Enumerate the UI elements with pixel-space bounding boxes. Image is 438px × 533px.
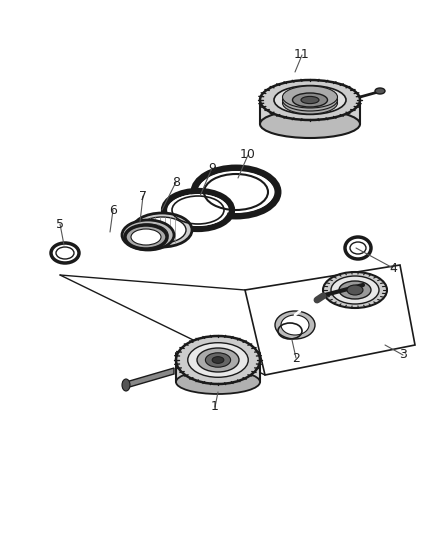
Ellipse shape [122, 220, 174, 250]
Ellipse shape [260, 80, 360, 120]
Ellipse shape [212, 357, 224, 364]
Text: 1: 1 [211, 400, 219, 414]
Ellipse shape [131, 229, 161, 245]
Ellipse shape [293, 93, 328, 107]
Ellipse shape [301, 96, 319, 103]
Ellipse shape [125, 225, 167, 249]
Polygon shape [126, 368, 174, 388]
Ellipse shape [375, 88, 385, 94]
Text: 6: 6 [109, 204, 117, 216]
Ellipse shape [168, 194, 228, 226]
Ellipse shape [347, 285, 363, 295]
Ellipse shape [132, 213, 192, 247]
Text: 11: 11 [294, 49, 310, 61]
Ellipse shape [323, 272, 387, 308]
Polygon shape [260, 100, 360, 124]
Ellipse shape [283, 92, 338, 114]
Ellipse shape [176, 336, 260, 384]
Ellipse shape [281, 315, 309, 335]
Text: 7: 7 [139, 190, 147, 203]
Ellipse shape [176, 370, 260, 394]
Ellipse shape [275, 311, 315, 339]
Ellipse shape [331, 276, 379, 304]
Polygon shape [245, 265, 415, 375]
Ellipse shape [205, 353, 230, 367]
Ellipse shape [188, 343, 248, 377]
Text: 10: 10 [240, 149, 256, 161]
Ellipse shape [283, 86, 338, 108]
Ellipse shape [339, 281, 371, 299]
Ellipse shape [122, 379, 130, 391]
Ellipse shape [274, 86, 346, 115]
Ellipse shape [349, 241, 367, 255]
Ellipse shape [283, 89, 338, 111]
Ellipse shape [128, 224, 168, 246]
Text: 9: 9 [208, 161, 216, 174]
Text: 4: 4 [389, 262, 397, 274]
Ellipse shape [198, 171, 274, 213]
Ellipse shape [197, 348, 239, 372]
Text: 2: 2 [292, 351, 300, 365]
Text: 5: 5 [56, 217, 64, 230]
Ellipse shape [260, 110, 360, 138]
Text: 8: 8 [172, 175, 180, 189]
Ellipse shape [138, 217, 186, 243]
Ellipse shape [55, 246, 75, 260]
Text: 3: 3 [399, 349, 407, 361]
Polygon shape [176, 353, 260, 382]
